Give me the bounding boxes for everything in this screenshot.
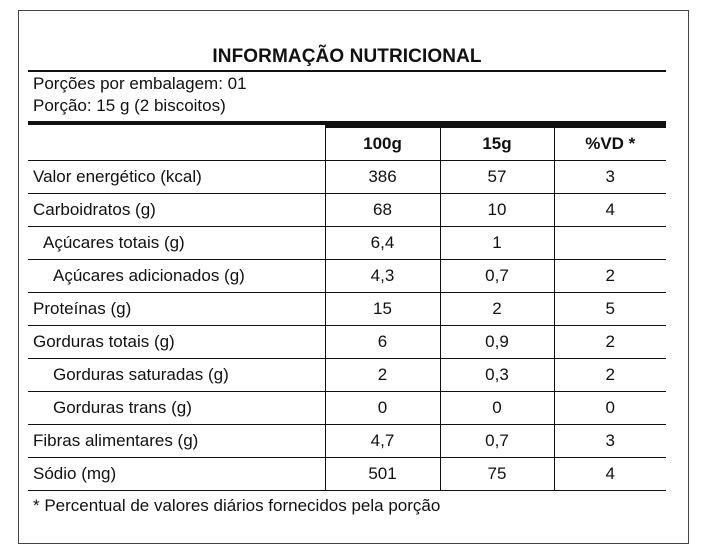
value-15g: 2 [439, 292, 554, 326]
value-15g: 75 [439, 457, 554, 491]
serving-size: Porção: 15 g (2 biscoitos) [33, 96, 226, 115]
table-row: Sódio (mg) 501 75 4 [28, 457, 666, 491]
header-100g: 100g [324, 125, 440, 161]
nutrient-name: Gorduras trans (g) [28, 391, 325, 425]
value-15g: 0,3 [439, 358, 554, 392]
servings-per-package: Porções por embalagem: 01 [33, 74, 247, 93]
nutrient-name: Valor energético (kcal) [28, 160, 325, 194]
value-vd [553, 226, 666, 260]
table-row: Fibras alimentares (g) 4,7 0,7 3 [28, 424, 666, 458]
value-100g: 6,4 [324, 226, 440, 260]
value-15g: 1 [439, 226, 554, 260]
value-100g: 501 [324, 457, 440, 491]
table-row: Açúcares totais (g) 6,4 1 [28, 226, 666, 260]
value-vd: 2 [553, 259, 666, 293]
footnote: * Percentual de valores diários fornecid… [33, 496, 441, 515]
nutrient-name: Sódio (mg) [28, 457, 325, 491]
serving-info: Porções por embalagem: 01 Porção: 15 g (… [28, 72, 666, 125]
table-row: Gorduras trans (g) 0 0 0 [28, 391, 666, 425]
nutrient-name: Proteínas (g) [28, 292, 325, 326]
value-100g: 15 [324, 292, 440, 326]
value-15g: 0,9 [439, 325, 554, 359]
value-100g: 0 [324, 391, 440, 425]
value-100g: 6 [324, 325, 440, 359]
table-row: Gorduras totais (g) 6 0,9 2 [28, 325, 666, 359]
value-vd: 2 [553, 325, 666, 359]
table-row: Proteínas (g) 15 2 5 [28, 292, 666, 326]
table-row: Carboidratos (g) 68 10 4 [28, 193, 666, 227]
value-100g: 386 [324, 160, 440, 194]
label-frame [18, 10, 689, 544]
nutrient-name: Gorduras totais (g) [28, 325, 325, 359]
nutrition-label: INFORMAÇÃO NUTRICIONAL Porções por embal… [28, 42, 666, 521]
value-vd: 4 [553, 457, 666, 491]
value-15g: 0,7 [439, 259, 554, 293]
nutrient-name: Açúcares adicionados (g) [28, 259, 325, 293]
value-vd: 4 [553, 193, 666, 227]
value-15g: 0 [439, 391, 554, 425]
value-vd: 2 [553, 358, 666, 392]
table-row: Gorduras saturadas (g) 2 0,3 2 [28, 358, 666, 392]
header-vd: %VD * [553, 125, 666, 161]
value-15g: 57 [439, 160, 554, 194]
nutrition-table: 100g 15g %VD * Valor energético (kcal) 3… [28, 125, 666, 491]
value-vd: 3 [553, 424, 666, 458]
label-title: INFORMAÇÃO NUTRICIONAL [28, 42, 666, 72]
table-row: Valor energético (kcal) 386 57 3 [28, 160, 666, 194]
value-100g: 68 [324, 193, 440, 227]
value-vd: 3 [553, 160, 666, 194]
nutrient-name: Açúcares totais (g) [28, 226, 325, 260]
value-100g: 4,7 [324, 424, 440, 458]
value-100g: 4,3 [324, 259, 440, 293]
table-row: Açúcares adicionados (g) 4,3 0,7 2 [28, 259, 666, 293]
header-nutrient [28, 126, 325, 161]
table-header-row: 100g 15g %VD * [28, 125, 666, 161]
nutrient-name: Gorduras saturadas (g) [28, 358, 325, 392]
value-vd: 5 [553, 292, 666, 326]
value-15g: 10 [439, 193, 554, 227]
nutrient-name: Carboidratos (g) [28, 193, 325, 227]
value-15g: 0,7 [439, 424, 554, 458]
value-100g: 2 [324, 358, 440, 392]
nutrient-name: Fibras alimentares (g) [28, 424, 325, 458]
value-vd: 0 [553, 391, 666, 425]
header-15g: 15g [439, 125, 554, 161]
